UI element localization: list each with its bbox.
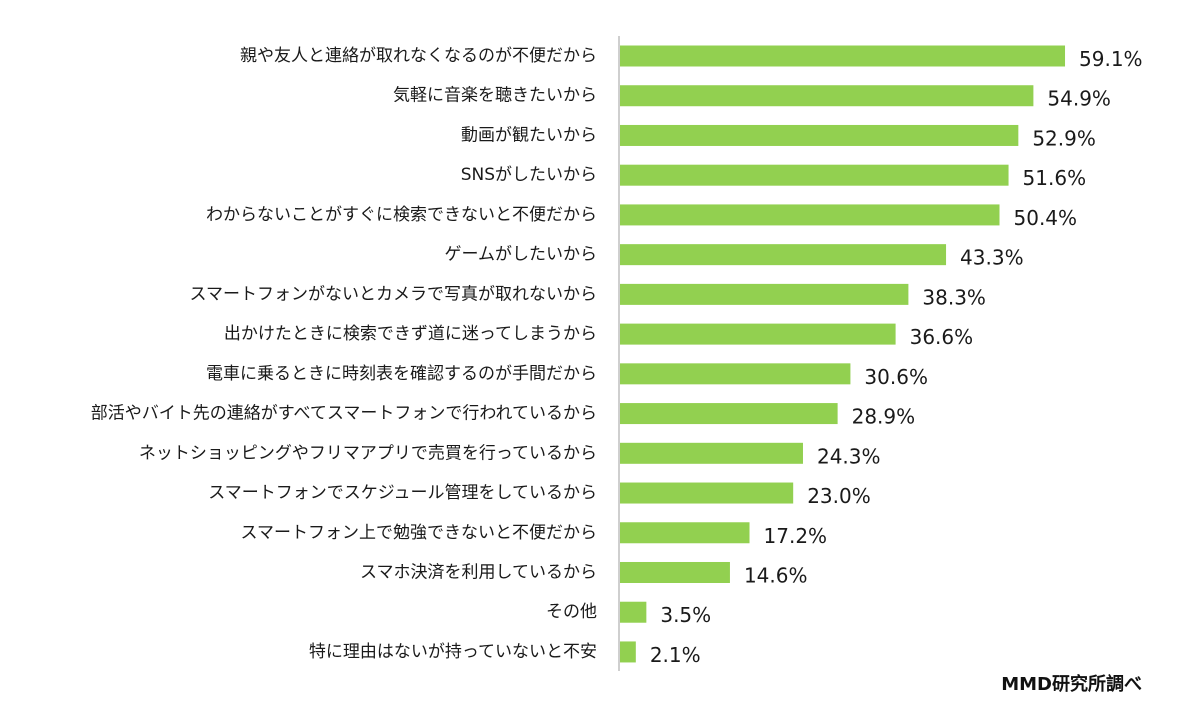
bar xyxy=(620,244,946,265)
bar xyxy=(620,641,636,662)
bar xyxy=(620,284,908,305)
bar xyxy=(620,165,1009,186)
value-label: 24.3% xyxy=(817,444,881,468)
value-label: 3.5% xyxy=(660,603,711,627)
category-label: スマートフォン上で勉強できないと不便だから xyxy=(241,523,598,543)
bar xyxy=(620,204,1000,225)
bar xyxy=(620,85,1033,106)
bar xyxy=(620,562,730,583)
value-label: 54.9% xyxy=(1047,87,1111,111)
category-label: ネットショッピングやフリマアプリで売買を行っているから xyxy=(139,443,597,463)
category-label: その他 xyxy=(546,602,597,622)
bar xyxy=(620,403,838,424)
category-label: スマートフォンがないとカメラで写真が取れないから xyxy=(190,284,598,304)
category-labels-group: 親や友人と連絡が取れなくなるのが不便だから気軽に音楽を聴きたいから動画が観たいか… xyxy=(91,46,597,662)
bar xyxy=(620,125,1018,146)
value-label: 36.6% xyxy=(910,325,974,349)
category-label: 親や友人と連絡が取れなくなるのが不便だから xyxy=(240,46,597,66)
value-label: 30.6% xyxy=(864,365,928,389)
value-label: 51.6% xyxy=(1023,166,1087,190)
category-label: 部活やバイト先の連絡がすべてスマートフォンで行われているから xyxy=(91,404,597,424)
value-label: 17.2% xyxy=(764,524,828,548)
bar xyxy=(620,483,793,504)
value-label: 23.0% xyxy=(807,484,871,508)
bar xyxy=(620,522,750,543)
bar xyxy=(620,324,896,345)
category-label: スマートフォンでスケジュール管理をしているから xyxy=(208,483,597,503)
value-label: 38.3% xyxy=(922,285,986,309)
value-label: 59.1% xyxy=(1079,47,1143,71)
category-label: SNSがしたいから xyxy=(461,165,597,185)
category-label: スマホ決済を利用しているから xyxy=(360,562,597,582)
bar xyxy=(620,363,850,384)
value-label: 28.9% xyxy=(852,405,916,429)
bar xyxy=(620,443,803,464)
source-note: MMD研究所調べ xyxy=(1001,670,1142,696)
value-label: 14.6% xyxy=(744,563,808,587)
bars-group xyxy=(620,46,1065,663)
value-label: 43.3% xyxy=(960,246,1024,270)
value-label: 50.4% xyxy=(1014,206,1078,230)
value-label: 52.9% xyxy=(1032,126,1096,150)
category-label: 特に理由はないが持っていないと不安 xyxy=(309,642,597,662)
category-label: ゲームがしたいから xyxy=(445,245,598,265)
category-label: 気軽に音楽を聴きたいから xyxy=(393,86,597,106)
bar xyxy=(620,602,646,623)
category-label: 出かけたときに検索できず道に迷ってしまうから xyxy=(224,324,597,344)
value-label: 2.1% xyxy=(650,643,701,667)
category-label: 動画が観たいから xyxy=(461,125,597,145)
bar xyxy=(620,46,1065,67)
category-label: 電車に乗るときに時刻表を確認するのが手間だから xyxy=(206,364,597,384)
category-label: わからないことがすぐに検索できないと不便だから xyxy=(206,205,597,225)
